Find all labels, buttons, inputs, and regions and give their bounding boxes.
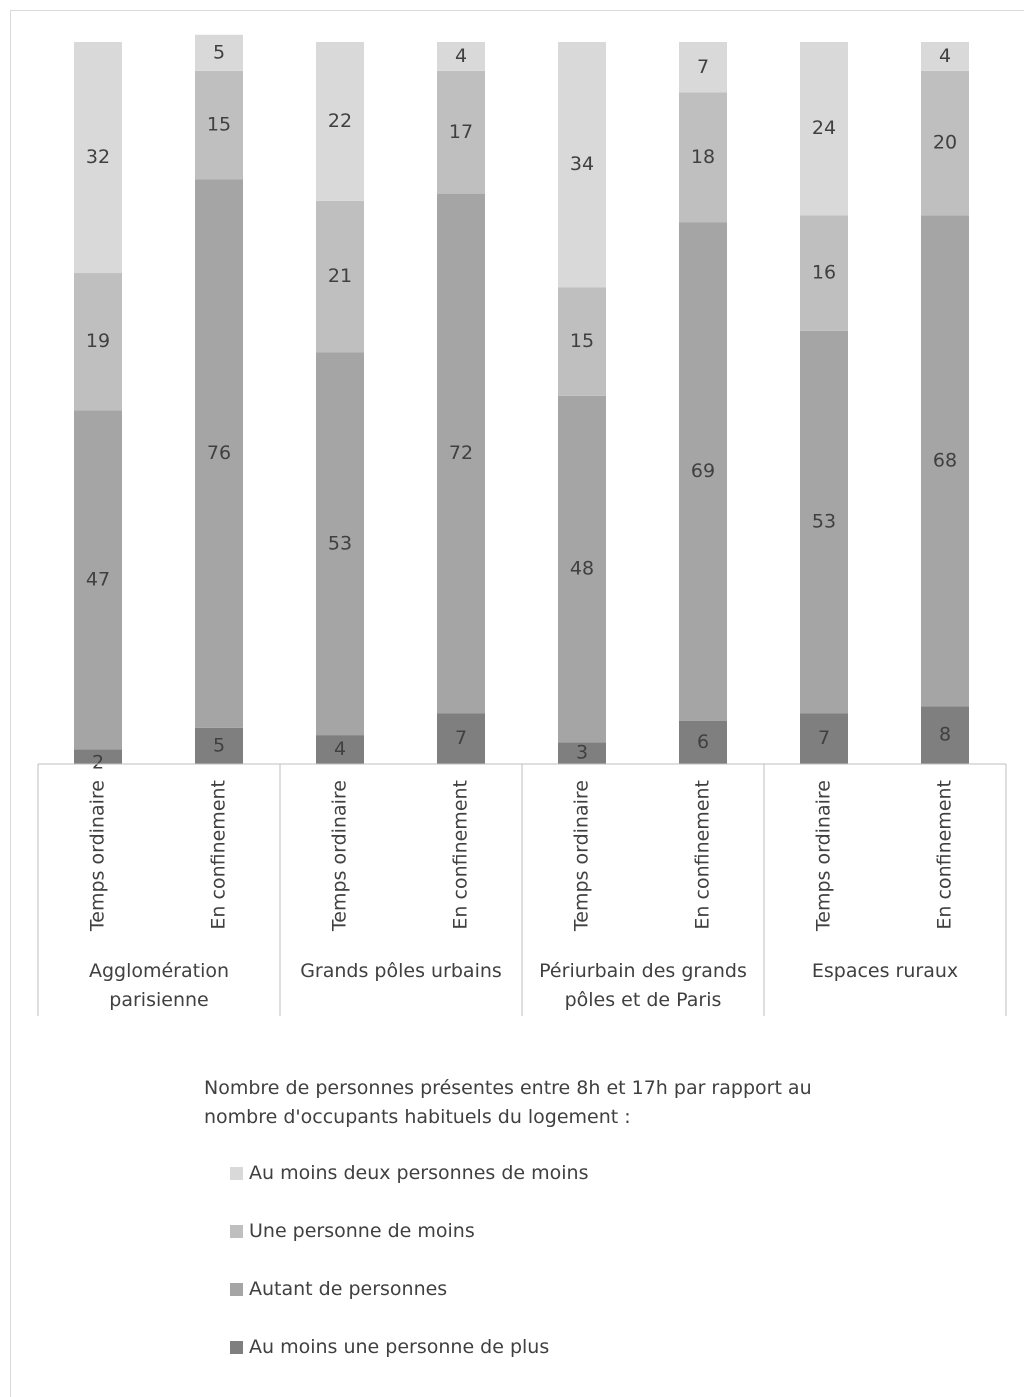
data-label: 8 [939,724,951,746]
bar-segment [316,352,364,736]
bar-segment [74,273,122,411]
data-label: 4 [455,45,467,67]
bar-segment [921,215,969,707]
legend-item: Une personne de moins [230,1220,475,1242]
bar-segment [74,749,122,764]
bar-segment [195,34,243,71]
legend-label: Autant de personnes [249,1278,448,1300]
bar-segment [921,70,969,216]
data-label: 16 [812,262,836,284]
data-label: 76 [207,442,231,464]
x-tick-label: Temps ordinaire [87,780,109,932]
data-label: 19 [86,330,110,352]
bar-segment [195,727,243,764]
legend-label: Une personne de moins [249,1220,475,1242]
data-label: 15 [207,114,231,136]
data-label: 72 [449,442,473,464]
bar-segment [679,92,727,223]
bar-segment [195,70,243,180]
x-tick-label: En confinement [934,780,956,930]
bar-segment [437,70,485,194]
data-label: 5 [213,734,225,756]
data-label: 21 [328,265,352,287]
bar-segment [316,42,364,201]
data-label: 53 [328,532,352,554]
bar-segment [800,330,848,714]
data-label: 20 [933,132,957,154]
group-label: Agglomération parisienne [88,960,230,1011]
legend-item: Au moins deux personnes de moins [230,1162,589,1184]
data-label: 48 [570,558,594,580]
legend-label: Au moins une personne de plus [249,1336,550,1358]
legend-item: Autant de personnes [230,1278,447,1300]
x-tick-label: En confinement [692,780,714,930]
group-label: Périurbain des grands pôles et de Paris [539,960,747,1011]
bar-segment [800,215,848,331]
data-label: 4 [334,738,346,760]
bar-segment [74,410,122,750]
data-label: 68 [933,449,957,471]
frame [10,10,1024,1397]
data-label: 17 [449,121,473,143]
data-label: 24 [812,117,836,139]
bar-segment [679,720,727,764]
legend-swatch [230,1340,243,1354]
bar-segment [74,42,122,274]
x-tick-label: Temps ordinaire [813,780,835,932]
data-label: 34 [570,153,594,175]
data-label: 2 [92,751,104,773]
data-label: 47 [86,568,110,590]
bar-segment [195,179,243,728]
bar-segment [437,713,485,764]
legend-swatch [230,1282,243,1296]
data-label: 7 [455,727,467,749]
bar-segment [679,42,727,93]
bar-segment [800,42,848,216]
data-label: 3 [576,742,588,764]
data-label: 15 [570,330,594,352]
bar-segment [437,193,485,714]
legend-item: Au moins une personne de plus [230,1336,549,1358]
x-tick-label: Temps ordinaire [329,780,351,932]
data-label: 7 [697,56,709,78]
legend-swatch [230,1224,243,1238]
data-label: 18 [691,146,715,168]
data-label: 53 [812,511,836,533]
x-tick-label: Temps ordinaire [571,780,593,932]
data-label: 69 [691,460,715,482]
bar-segment [921,706,969,764]
bar-segment [558,742,606,764]
bar-segment [558,42,606,288]
data-label: 6 [697,731,709,753]
legend-label: Au moins deux personnes de moins [249,1162,589,1184]
bar-segment [558,287,606,396]
bar-segment [316,735,364,764]
legend-title: Nombre de personnes présentes entre 8h e… [204,1077,812,1128]
bar-segment [679,222,727,721]
data-label: 32 [86,146,110,168]
bar-segment [316,200,364,353]
data-label: 5 [213,41,225,63]
bar-segment [558,395,606,743]
group-label: Grands pôles urbains [300,960,502,982]
legend-swatch [230,1166,243,1180]
group-label: Espaces ruraux [811,960,959,982]
bar-segment [921,42,969,71]
data-label: 4 [939,45,951,67]
x-tick-label: En confinement [208,780,230,930]
bar-segment [437,42,485,71]
data-label: 7 [818,727,830,749]
data-label: 22 [328,110,352,132]
bar-segment [800,713,848,764]
x-tick-label: En confinement [450,780,472,930]
